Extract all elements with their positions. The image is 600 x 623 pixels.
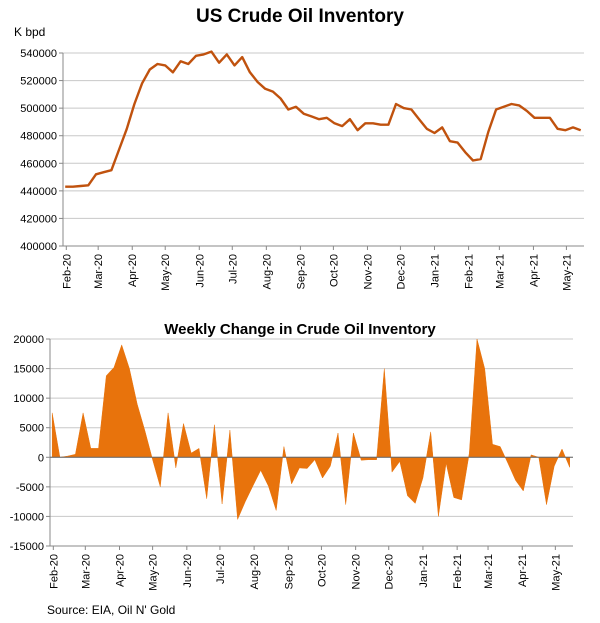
inventory-y-unit-label: K bpd <box>14 25 46 39</box>
y-tick-label: -15000 <box>10 541 44 553</box>
inventory-line-series <box>65 50 582 188</box>
x-tick-label: Jul-20 <box>215 554 227 584</box>
y-tick-label: -5000 <box>16 482 44 494</box>
x-tick-label: Feb-20 <box>61 254 73 289</box>
x-tick-label: Aug-20 <box>261 254 273 289</box>
x-tick-label: May-20 <box>160 254 172 291</box>
inventory-chart-title: US Crude Oil Inventory <box>196 6 404 27</box>
x-tick-label: Feb-21 <box>452 554 464 589</box>
x-tick-label: Dec-20 <box>384 554 396 589</box>
inventory-line-chart: 400000 420000 440000 460000 480000 500000 5200… <box>20 48 584 291</box>
y-tick-label: -10000 <box>10 511 44 523</box>
x-tick-label: Dec-20 <box>395 254 407 289</box>
y-tick-label: 20000 <box>13 334 44 346</box>
x-tick-label: Jun-20 <box>182 554 194 588</box>
y-tick-label: 460000 <box>20 158 57 170</box>
x-tick-label: Sep-20 <box>283 554 295 589</box>
y-tick-label: 480000 <box>20 131 57 143</box>
y-tick-label: 5000 <box>20 423 44 435</box>
change-area-series <box>51 338 570 520</box>
y-tick-label: 400000 <box>20 241 57 253</box>
x-tick-label: May-21 <box>550 554 562 591</box>
x-tick-label: Mar-20 <box>93 254 105 289</box>
x-tick-label: Apr-20 <box>127 254 139 287</box>
x-tick-label: May-21 <box>561 254 573 291</box>
x-tick-label: May-20 <box>148 554 160 591</box>
x-tick-label: Apr-21 <box>517 554 529 587</box>
y-tick-label: 440000 <box>20 186 57 198</box>
y-tick-label: 10000 <box>13 393 44 405</box>
y-tick-label: 15000 <box>13 364 44 376</box>
x-tick-label: Jan-21 <box>418 554 430 588</box>
x-tick-label: Mar-20 <box>80 554 92 589</box>
y-tick-label: 540000 <box>20 48 57 60</box>
y-tick-label: 0 <box>38 452 44 464</box>
y-tick-label: 420000 <box>20 213 57 225</box>
x-tick-label: Nov-20 <box>362 254 374 289</box>
x-tick-label: Mar-21 <box>483 554 495 589</box>
y-tick-label: 500000 <box>20 103 57 115</box>
x-tick-label: Apr-20 <box>115 554 127 587</box>
change-chart-title: Weekly Change in Crude Oil Inventory <box>164 321 436 338</box>
x-tick-label: Jul-20 <box>227 254 239 284</box>
x-tick-label: Oct-20 <box>328 254 340 287</box>
x-tick-label: Jan-21 <box>430 254 442 288</box>
weekly-change-area-chart: -15000 -10000 -5000 0 5000 10000 15000 20000 Feb… <box>10 334 573 591</box>
source-note: Source: EIA, Oil N' Gold <box>47 603 176 617</box>
x-tick-label: Feb-21 <box>464 254 476 289</box>
x-tick-label: Nov-20 <box>351 554 363 589</box>
x-tick-label: Jun-20 <box>194 254 206 288</box>
x-tick-label: Feb-20 <box>48 554 60 589</box>
x-tick-label: Apr-21 <box>528 254 540 287</box>
y-tick-label: 520000 <box>20 76 57 88</box>
x-tick-label: Aug-20 <box>249 554 261 589</box>
x-tick-label: Mar-21 <box>494 254 506 289</box>
x-tick-label: Sep-20 <box>295 254 307 289</box>
x-tick-label: Oct-20 <box>316 554 328 587</box>
